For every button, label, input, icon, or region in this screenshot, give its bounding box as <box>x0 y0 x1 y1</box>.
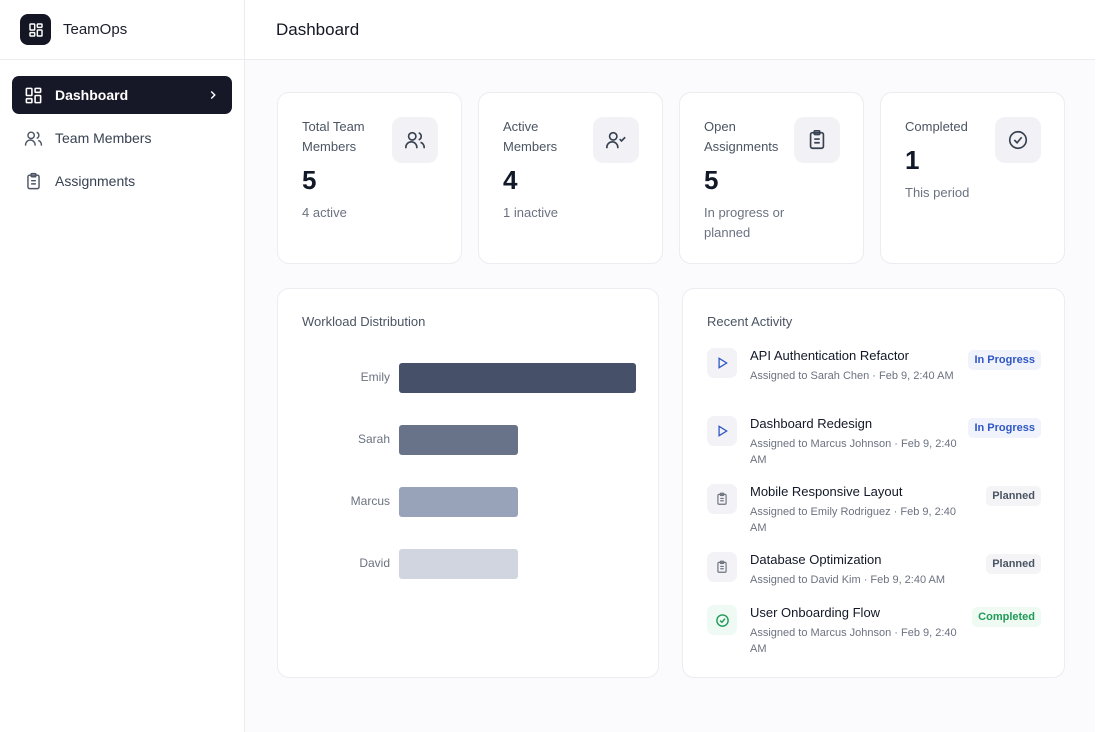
bar-label: Marcus <box>350 494 390 508</box>
sidebar-item-label: Team Members <box>55 130 152 146</box>
workload-bar[interactable] <box>399 363 636 393</box>
clipboard-list-icon <box>24 172 43 191</box>
activity-title: Dashboard Redesign <box>750 416 873 431</box>
activity-meta: Assigned to Marcus Johnson · Feb 9, 2:40… <box>750 438 957 466</box>
window-edge <box>1095 0 1100 732</box>
stat-value: 1 <box>905 145 920 175</box>
status-badge: Completed <box>972 607 1041 627</box>
workload-bar[interactable] <box>399 549 518 579</box>
play-icon <box>707 416 737 446</box>
check-circle-icon <box>707 605 737 635</box>
app-name: TeamOps <box>63 21 128 38</box>
chevron-right-icon <box>206 88 220 102</box>
stat-value: 5 <box>302 165 317 195</box>
stat-subtext: In progress or planned <box>704 205 785 240</box>
activity-meta: Assigned to David Kim · Feb 9, 2:40 AM <box>750 574 946 586</box>
stat-label: Total Team Members <box>302 119 365 154</box>
page-title: Dashboard <box>276 19 360 39</box>
sidebar-item-team-members[interactable]: Team Members <box>12 119 232 157</box>
status-badge: In Progress <box>968 350 1041 370</box>
sidebar-item-label: Dashboard <box>55 87 129 103</box>
workload-bar-row: Emily <box>278 363 658 393</box>
activity-meta: Assigned to Sarah Chen · Feb 9, 2:40 AM <box>750 370 954 382</box>
status-badge: Planned <box>986 486 1041 506</box>
activity-title: API Authentication Refactor <box>750 348 909 363</box>
activity-title: Mobile Responsive Layout <box>750 484 903 499</box>
status-badge: Planned <box>986 554 1041 574</box>
bar-label: Sarah <box>357 432 390 446</box>
stat-subtext: 4 active <box>302 205 347 220</box>
top-bar: Dashboard <box>245 0 1095 60</box>
dashboard-grid-icon <box>20 14 51 45</box>
workload-bar[interactable] <box>399 487 518 517</box>
dashboard-grid-icon <box>24 86 43 105</box>
clipboard-icon <box>707 552 737 582</box>
sidebar: TeamOps Dashboard Team Members <box>0 0 245 732</box>
user-check-icon <box>593 117 639 163</box>
activity-meta: Assigned to Emily Rodriguez · Feb 9, 2:4… <box>750 506 957 534</box>
clipboard-icon <box>707 484 737 514</box>
check-circle-icon <box>995 117 1041 163</box>
activity-title: User Onboarding Flow <box>750 605 881 620</box>
sidebar-item-dashboard[interactable]: Dashboard <box>12 76 232 114</box>
panel-title: Workload Distribution <box>302 314 426 329</box>
workload-bar-row: Marcus <box>278 487 658 517</box>
stat-label: Completed <box>905 119 968 134</box>
brand[interactable]: TeamOps <box>0 0 244 60</box>
sidebar-item-label: Assignments <box>55 173 136 189</box>
sidebar-nav: Dashboard Team Members Assignments <box>0 60 244 221</box>
workload-bar-row: Sarah <box>278 425 658 455</box>
activity-panel: Recent Activity API Authentication Refac… <box>682 288 1065 678</box>
workload-bar-row: David <box>278 549 658 579</box>
stat-subtext: This period <box>905 185 970 200</box>
status-badge: In Progress <box>968 418 1041 438</box>
stat-value: 4 <box>503 165 518 195</box>
bar-label: David <box>359 556 390 570</box>
panel-title: Recent Activity <box>707 314 793 329</box>
stat-card-active-members: Active Members 4 1 inactive <box>478 92 663 264</box>
stat-card-completed: Completed 1 This period <box>880 92 1065 264</box>
stat-label: Open Assignments <box>704 119 779 154</box>
stat-value: 5 <box>704 165 719 195</box>
users-icon <box>392 117 438 163</box>
activity-title: Database Optimization <box>750 552 882 567</box>
users-icon <box>24 129 43 148</box>
clipboard-list-icon <box>794 117 840 163</box>
activity-meta: Assigned to Marcus Johnson · Feb 9, 2:40… <box>750 627 957 655</box>
stat-card-open-assignments: Open Assignments 5 In progress or planne… <box>679 92 864 264</box>
workload-panel: Workload Distribution Emily Sarah Marcus Da… <box>277 288 659 678</box>
stat-card-total-members: Total Team Members 5 4 active <box>277 92 462 264</box>
stat-subtext: 1 inactive <box>503 205 558 220</box>
sidebar-item-assignments[interactable]: Assignments <box>12 162 232 200</box>
bar-label: Emily <box>360 370 390 384</box>
workload-bar[interactable] <box>399 425 518 455</box>
stat-label: Active Members <box>503 119 558 154</box>
play-icon <box>707 348 737 378</box>
